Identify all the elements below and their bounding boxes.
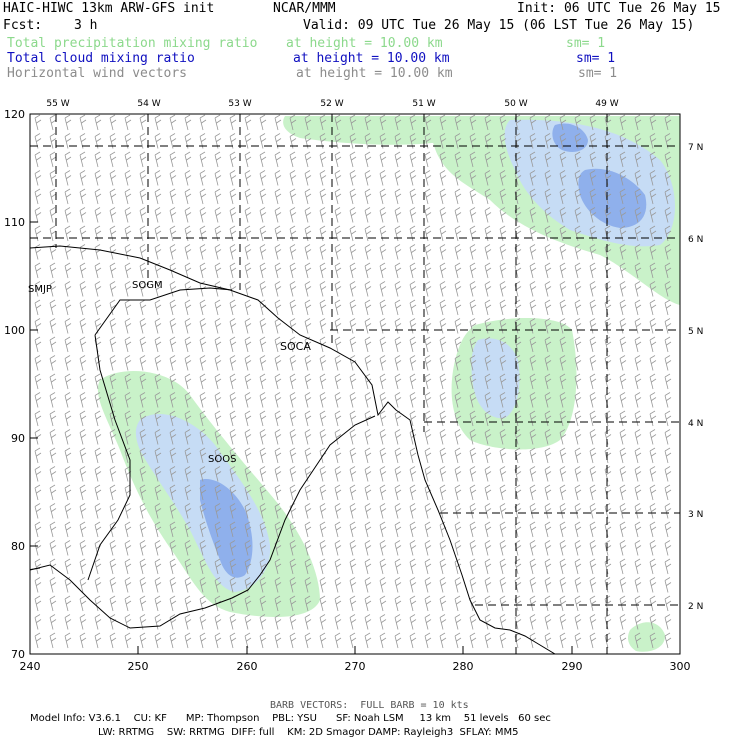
x-tick-label: 260 <box>237 660 258 673</box>
station-label: SOGM <box>132 280 163 291</box>
field-precip-name: Total precipitation mixing ratio <box>7 36 258 51</box>
lon-label: 55 W <box>46 99 69 109</box>
wind-barbs <box>34 114 672 649</box>
x-tick-label: 300 <box>670 660 691 673</box>
x-axis-labels: 240 250 260 270 280 290 300 <box>20 660 691 673</box>
x-tick-label: 240 <box>20 660 41 673</box>
field-cloud-height: at height = 10.00 km <box>293 51 450 66</box>
field-wind-sm: sm= 1 <box>578 66 618 81</box>
y-tick-label: 120 <box>4 108 25 121</box>
model-info-line1: Model Info: V3.6.1 CU: KF MP: Thompson P… <box>30 713 551 724</box>
model-info-line2: LW: RRTMG SW: RRTMG DIFF: full KM: 2D Sm… <box>98 727 519 738</box>
field-precip-height: at height = 10.00 km <box>286 36 443 51</box>
lat-label: 3 N <box>688 510 703 520</box>
lon-labels: 55 W 54 W 53 W 52 W 51 W 50 W 49 W <box>46 99 618 109</box>
wind-barb-field <box>34 114 672 649</box>
lat-label: 6 N <box>688 235 703 245</box>
x-tick-label: 290 <box>562 660 583 673</box>
center-label: NCAR/MMM <box>273 1 336 16</box>
axis-ticks <box>29 113 681 655</box>
lon-label: 52 W <box>320 99 343 109</box>
field-wind-height: at height = 10.00 km <box>296 66 453 81</box>
station-label: SOOS <box>208 454 236 465</box>
station-label: SOCA <box>280 340 311 353</box>
station-label: SMJP <box>28 284 52 295</box>
lon-label: 50 W <box>504 99 527 109</box>
lat-label: 7 N <box>688 143 703 153</box>
lon-label: 54 W <box>137 99 160 109</box>
field-precip-sm: sm= 1 <box>566 36 606 51</box>
x-tick-label: 250 <box>128 660 149 673</box>
lon-label: 53 W <box>228 99 251 109</box>
y-tick-label: 70 <box>11 648 25 661</box>
lon-label: 49 W <box>595 99 618 109</box>
field-wind-name: Horizontal wind vectors <box>7 66 188 81</box>
model-title: HAIC-HIWC 13km ARW-GFS init <box>3 1 215 16</box>
fcst-value: 3 h <box>74 18 98 33</box>
station-labels: SMJP SOGM SOCA SOOS <box>28 280 311 465</box>
y-axis-labels: 70 80 90 100 110 120 <box>4 108 25 661</box>
y-tick-label: 100 <box>4 324 25 337</box>
field-cloud-sm: sm= 1 <box>576 51 616 66</box>
init-time: Init: 06 UTC Tue 26 May 15 <box>517 1 721 16</box>
y-tick-label: 90 <box>11 432 25 445</box>
valid-time: Valid: 09 UTC Tue 26 May 15 (06 LST Tue … <box>303 18 695 33</box>
fcst-label: Fcst: <box>3 18 43 33</box>
lat-label: 5 N <box>688 327 703 337</box>
y-tick-label: 110 <box>4 216 25 229</box>
x-tick-label: 270 <box>345 660 366 673</box>
lat-label: 2 N <box>688 602 703 612</box>
coastline <box>30 245 556 654</box>
lat-label: 4 N <box>688 419 703 429</box>
x-tick-label: 280 <box>453 660 474 673</box>
lon-label: 51 W <box>412 99 435 109</box>
barb-legend: BARB VECTORS: FULL BARB = 10 kts <box>270 700 469 711</box>
field-cloud-name: Total cloud mixing ratio <box>7 51 195 66</box>
y-tick-label: 80 <box>11 540 25 553</box>
latlon-grid <box>30 114 680 654</box>
lat-labels: 7 N 6 N 5 N 4 N 3 N 2 N <box>688 143 703 612</box>
